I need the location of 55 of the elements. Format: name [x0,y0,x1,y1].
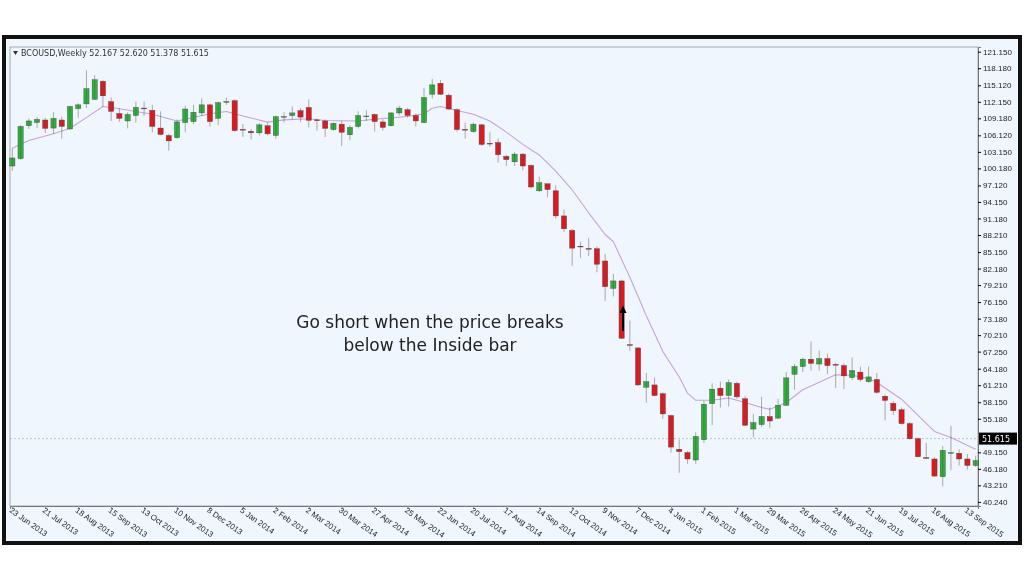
annotation: Go short when the price breaks below the Inside bar [296,312,564,355]
candlestick [240,123,246,138]
candlestick [314,118,320,132]
y-tick-label: 61.210 [983,381,1009,391]
y-tick-label: 85.150 [983,248,1009,258]
y-tick-label: 55.180 [983,414,1009,424]
candlestick [412,113,419,127]
y-tick-label: 112.150 [983,97,1012,107]
candlestick [462,122,468,140]
y-tick-label: 40.240 [983,497,1009,507]
y-tick-label: 121.150 [983,47,1013,57]
y-tick-label: 76.150 [983,298,1009,308]
candlestick [445,93,452,111]
candlestick [248,128,254,140]
y-tick-label: 106.120 [983,131,1013,141]
candlestick [380,118,386,132]
line-series [11,105,977,450]
y-tick-label: 70.210 [983,331,1009,341]
y-tick-label: 46.180 [983,464,1009,474]
y-tick-label: 58.150 [983,398,1009,408]
ref-line-label: 51.615 [982,434,1010,444]
y-tick-label: 88.210 [983,231,1009,241]
y-tick-label: 103.150 [983,147,1013,157]
candlestick [520,152,526,171]
y-tick-label: 118.180 [983,64,1012,74]
y-tick-label: 100.180 [983,164,1013,174]
candlestick [906,421,913,441]
y-tick-label: 94.150 [983,198,1009,208]
y-tick-label: 67.250 [983,347,1009,357]
y-tick-label: 97.120 [983,181,1009,191]
y-tick-label: 79.210 [983,281,1009,291]
candlestick [34,116,40,129]
y-tick-label: 115.120 [983,81,1012,91]
chart-title: BCOUSD,Weekly 52.167 52.620 51.378 51.615 [21,49,209,58]
y-tick-label: 43.210 [983,481,1009,491]
y-tick-label: 49.150 [983,448,1009,458]
candlestick [388,111,394,127]
y-tick-label: 73.180 [983,314,1009,324]
candlestick [165,133,172,151]
candlestick [75,102,82,119]
candlestick [734,381,740,400]
candlestick [355,110,361,129]
candlestick [347,124,353,141]
candlestick [956,448,962,466]
y-tick-label: 82.180 [983,264,1009,274]
candlestick [923,442,930,460]
y-tick-label: 109.180 [983,114,1013,124]
candlestick [577,241,584,259]
candlestick [487,131,493,148]
candlestick [141,101,147,117]
y-tick-label: 91.180 [983,214,1009,224]
y-tick-label: 64.180 [983,364,1009,374]
candlestick [26,118,32,130]
candlestick [322,118,329,138]
candlestick [281,111,287,123]
